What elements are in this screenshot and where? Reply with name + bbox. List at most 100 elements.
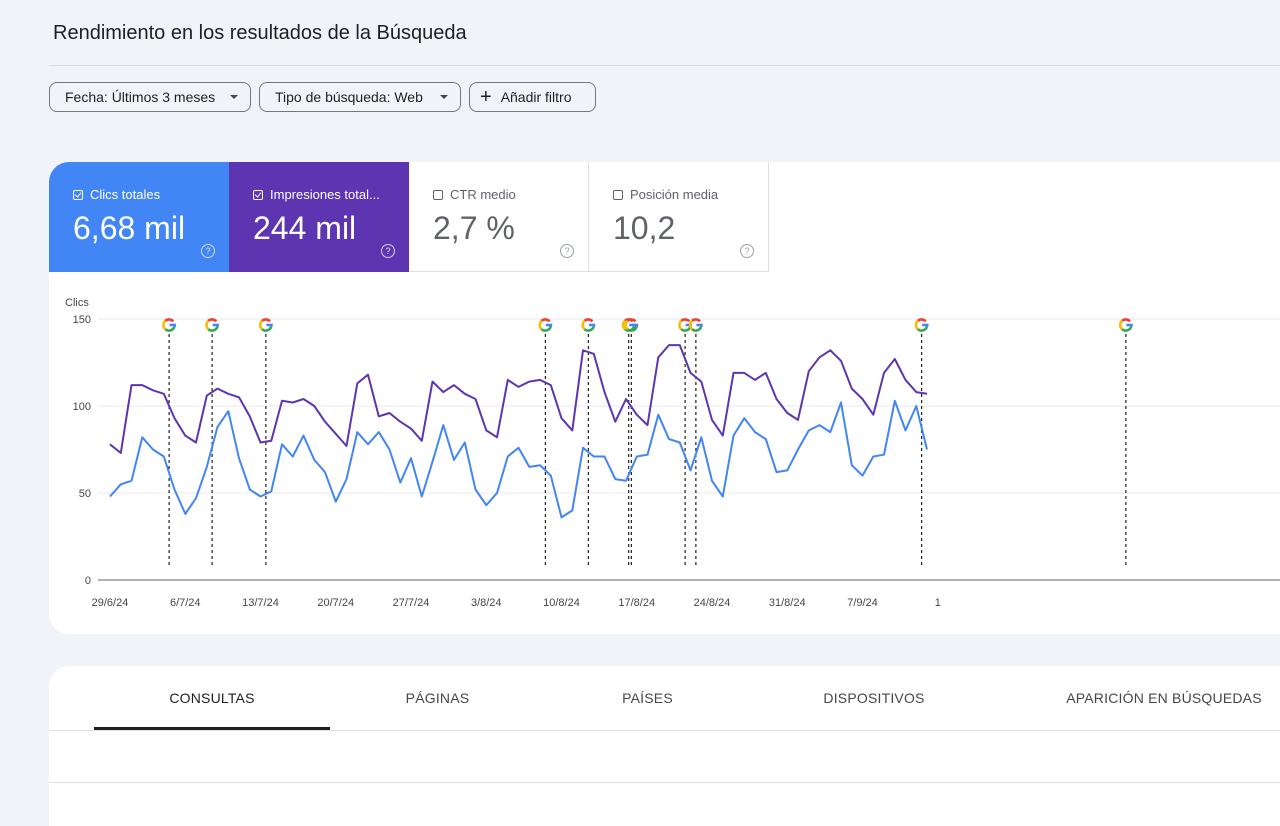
caret-down-icon — [230, 95, 238, 99]
google-logo-arc — [164, 326, 176, 332]
help-icon[interactable]: ? — [381, 244, 395, 258]
metric-position-value: 10,2 — [613, 210, 676, 246]
search-type-filter-label: Tipo de búsqueda: Web — [275, 89, 423, 105]
metric-ctr-label: CTR medio — [450, 187, 516, 202]
metric-clicks-label: Clics totales — [90, 187, 161, 202]
google-logo-arc — [631, 323, 639, 328]
google-logo-arc — [680, 318, 691, 323]
x-tick-label: 27/7/24 — [393, 597, 430, 609]
google-logo-arc — [588, 323, 596, 328]
google-logo-arc — [212, 323, 220, 328]
date-filter-chip[interactable]: Fecha: Últimos 3 meses — [49, 82, 251, 112]
add-filter-label: Añadir filtro — [500, 89, 572, 105]
help-icon[interactable]: ? — [560, 244, 574, 258]
x-tick-label: 3/8/24 — [471, 597, 502, 609]
metric-card-impressions[interactable]: Impresiones total... 244 mil ? — [229, 162, 409, 272]
x-tick-label: 20/7/24 — [317, 597, 354, 609]
x-tick-label: 10/8/24 — [543, 597, 580, 609]
google-logo-arc — [538, 319, 543, 331]
google-update-icon[interactable] — [205, 318, 220, 332]
google-logo-arc — [914, 319, 919, 331]
google-logo-arc — [169, 323, 177, 328]
x-tick-label: 24/8/24 — [694, 597, 731, 609]
google-logo-arc — [916, 326, 929, 332]
date-filter-label: Fecha: Últimos 3 meses — [65, 89, 216, 105]
google-logo-arc — [621, 319, 626, 331]
google-logo-arc — [583, 326, 595, 332]
x-tick-label: 6/7/24 — [170, 597, 201, 609]
google-logo-arc — [540, 318, 551, 323]
x-tick-label: 7/9/24 — [847, 597, 878, 609]
google-logo-arc — [691, 318, 701, 323]
checkbox-checked-icon[interactable] — [253, 189, 263, 200]
google-logo-arc — [261, 326, 273, 332]
metric-card-position[interactable]: Posición media 10,2 ? — [589, 162, 769, 272]
x-tick-label: 29/6/24 — [92, 597, 129, 609]
x-tick-label: 31/8/24 — [769, 597, 806, 609]
plus-icon: + — [480, 86, 492, 108]
series-line — [109, 399, 928, 519]
checkbox-unchecked-icon[interactable] — [613, 189, 623, 200]
google-logo-arc — [680, 326, 692, 332]
google-logo-arc — [691, 326, 703, 332]
google-update-icon[interactable] — [538, 318, 553, 332]
google-logo-arc — [1121, 326, 1133, 332]
performance-line-chart[interactable]: 0 50 100 150 29/6/24 6/7/24 13/7/24 20/7/24 27/7… — [49, 162, 1280, 634]
active-tab-indicator — [94, 727, 330, 730]
caret-down-icon — [440, 95, 448, 99]
google-logo-arc — [1121, 318, 1131, 323]
google-update-icon[interactable] — [688, 318, 703, 332]
series-line — [109, 344, 928, 454]
google-logo-arc — [164, 318, 175, 323]
x-tick-label: 17/8/24 — [618, 597, 655, 609]
checkbox-checked-icon[interactable] — [73, 189, 83, 200]
tab-aparicion-en-busquedas[interactable]: APARICIÓN EN BÚSQUEDAS — [1066, 690, 1262, 706]
tab-consultas[interactable]: CONSULTAS — [169, 690, 255, 706]
y-tick-label: 50 — [79, 488, 91, 500]
search-type-filter-chip[interactable]: Tipo de búsqueda: Web — [259, 82, 461, 112]
metric-ctr-value: 2,7 % — [433, 210, 515, 246]
google-logo-arc — [581, 319, 586, 331]
help-icon[interactable]: ? — [740, 244, 754, 258]
google-logo-arc — [696, 323, 703, 328]
tab-paises[interactable]: PAÍSES — [622, 690, 673, 706]
google-update-icon[interactable] — [1118, 318, 1133, 332]
google-logo-arc — [545, 323, 553, 328]
metric-position-label: Posición media — [630, 187, 719, 202]
google-update-icon[interactable] — [624, 318, 639, 332]
tab-paginas[interactable]: PÁGINAS — [405, 690, 470, 706]
performance-chart-card: Clics totales 6,68 mil ? Impresiones tot… — [49, 162, 1280, 634]
y-tick-label: 0 — [85, 575, 91, 587]
google-logo-arc — [624, 319, 629, 331]
google-logo-arc — [922, 323, 929, 328]
dimension-tabs-card: CONSULTAS PÁGINAS PAÍSES DISPOSITIVOS AP… — [49, 666, 1280, 826]
y-axis-title: Clics — [65, 297, 89, 309]
metric-card-clicks[interactable]: Clics totales 6,68 mil ? — [49, 162, 229, 272]
google-logo-arc — [1118, 319, 1124, 331]
tab-dispositivos[interactable]: DISPOSITIVOS — [823, 690, 925, 706]
google-logo-arc — [626, 318, 637, 323]
google-update-icon[interactable] — [162, 318, 177, 332]
google-logo-arc — [261, 318, 271, 323]
google-logo-arc — [207, 326, 219, 332]
metric-card-ctr[interactable]: CTR medio 2,7 % ? — [409, 162, 589, 272]
metric-clicks-value: 6,68 mil — [73, 210, 186, 246]
google-logo-arc — [540, 326, 552, 332]
tabs-divider — [49, 730, 1280, 731]
google-logo-arc — [162, 319, 167, 331]
google-update-icon[interactable] — [914, 318, 929, 332]
y-tick-label: 150 — [73, 314, 91, 326]
add-filter-button[interactable]: + Añadir filtro — [469, 82, 596, 112]
google-logo-arc — [688, 319, 694, 331]
checkbox-unchecked-icon[interactable] — [433, 189, 443, 200]
google-logo-arc — [678, 319, 683, 331]
google-logo-arc — [266, 323, 273, 328]
title-divider — [49, 65, 1280, 66]
google-logo-arc — [916, 318, 927, 323]
google-update-icon[interactable] — [258, 318, 273, 332]
help-icon[interactable]: ? — [201, 244, 215, 258]
metric-impressions-label: Impresiones total... — [270, 187, 380, 202]
google-logo-arc — [207, 318, 218, 323]
google-update-icon[interactable] — [581, 318, 596, 332]
google-logo-arc — [258, 319, 264, 331]
